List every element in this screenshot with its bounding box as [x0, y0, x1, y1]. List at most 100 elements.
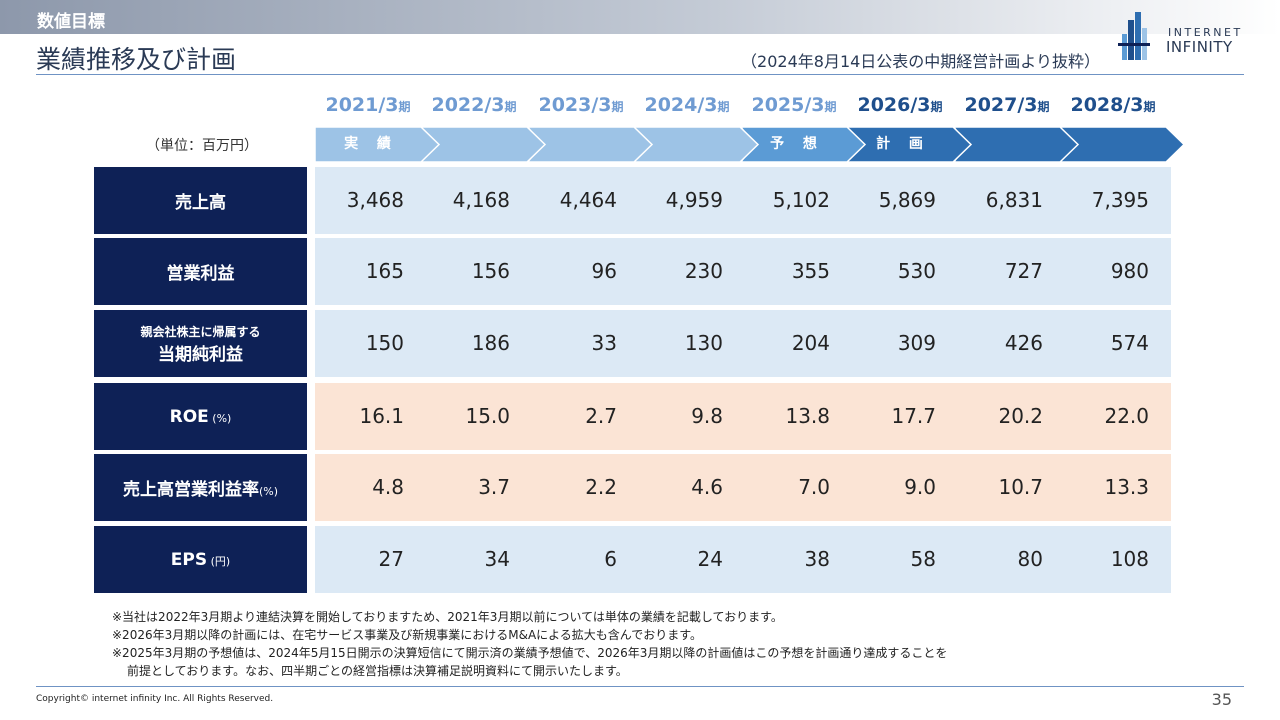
logo-text-internet: INTERNET: [1168, 26, 1243, 39]
row-header: EPS (円): [94, 526, 307, 593]
fiscal-year-text: 2021/3: [325, 94, 399, 116]
table-cell: 204: [791, 331, 830, 355]
row-header-line: 売上高: [175, 188, 226, 213]
table-cell: 22.0: [1104, 404, 1149, 428]
row-header-text: EPS: [170, 549, 208, 570]
fiscal-year-text: 2022/3: [431, 94, 505, 116]
fiscal-year-text: 2023/3: [538, 94, 612, 116]
fiscal-year-suffix: 期: [824, 100, 837, 114]
table-cell: 426: [1004, 331, 1043, 355]
period-arrow-label: 計 画: [876, 136, 930, 152]
row-header-line: 売上高営業利益率(%): [123, 475, 278, 500]
logo-bars-icon: [1118, 12, 1150, 60]
table-cell: 13.3: [1104, 475, 1149, 499]
table-cell: 13.8: [785, 404, 830, 428]
table-cell: 727: [1004, 259, 1043, 283]
logo-text-infinity: INFINITY: [1166, 38, 1233, 56]
table-cell: 4.6: [691, 475, 723, 499]
copyright: Copyright© internet infinity Inc. All Ri…: [36, 694, 274, 704]
row-header-unit: (%): [258, 485, 279, 498]
period-arrow: 計 画: [847, 127, 973, 162]
fiscal-year-suffix: 期: [717, 100, 730, 114]
table-cell: 5,869: [878, 188, 936, 212]
fiscal-year-label: 2026/3期: [847, 94, 953, 116]
table-cell: 3.7: [478, 475, 510, 499]
table-row: [315, 526, 1171, 593]
fiscal-year-suffix: 期: [504, 100, 517, 114]
table-cell: 27: [378, 547, 404, 571]
unit-label: （単位：百万円）: [146, 138, 258, 154]
table-row: [315, 167, 1171, 234]
title-divider: [36, 74, 1244, 75]
row-header: 売上高営業利益率(%): [94, 454, 307, 521]
footer-divider: [36, 686, 1244, 687]
table-cell: 150: [365, 331, 404, 355]
row-header-unit: (円): [207, 554, 231, 568]
row-header-text: 当期純利益: [158, 344, 243, 365]
fiscal-year-suffix: 期: [1143, 100, 1156, 114]
table-cell: 38: [804, 547, 830, 571]
fiscal-year-text: 2025/3: [751, 94, 825, 116]
row-header-line: 営業利益: [167, 259, 235, 284]
table-cell: 2.2: [585, 475, 617, 499]
table-cell: 4.8: [372, 475, 404, 499]
table-cell: 9.0: [904, 475, 936, 499]
row-header-unit: (%): [208, 411, 232, 425]
footnote: ※2025年3月期の予想値は、2024年5月15日開示の決算短信にて開示済の業績…: [112, 646, 948, 660]
row-header-line: EPS (円): [171, 550, 230, 570]
fiscal-year-text: 2028/3: [1070, 94, 1144, 116]
row-header: 親会社株主に帰属する 当期純利益: [94, 310, 307, 377]
fiscal-year-label: 2027/3期: [954, 94, 1060, 116]
fiscal-year-suffix: 期: [398, 100, 411, 114]
row-header-line: ROE (%): [170, 407, 232, 427]
fiscal-year-suffix: 期: [1037, 100, 1050, 114]
period-arrow-label: 実 績: [344, 136, 398, 152]
row-header-text: 営業利益: [166, 264, 235, 284]
table-row: [315, 310, 1171, 377]
section-label: 数値目標: [37, 12, 105, 32]
fiscal-year-suffix: 期: [930, 100, 943, 114]
table-cell: 4,168: [452, 188, 510, 212]
table-cell: 355: [791, 259, 830, 283]
table-cell: 530: [897, 259, 936, 283]
table-row: [315, 454, 1171, 521]
table-cell: 17.7: [891, 404, 936, 428]
footnote: ※2026年3月期以降の計画には、在宅サービス事業及び新規事業におけるM&Aによ…: [112, 628, 702, 642]
table-cell: 6,831: [985, 188, 1043, 212]
table-cell: 186: [471, 331, 510, 355]
fiscal-year-label: 2028/3期: [1060, 94, 1166, 116]
table-cell: 5,102: [772, 188, 830, 212]
table-cell: 80: [1017, 547, 1043, 571]
table-cell: 34: [484, 547, 510, 571]
table-cell: 309: [897, 331, 936, 355]
header-band: [0, 0, 1280, 34]
footnotes: ※当社は2022年3月期より連結決算を開始しておりますため、2021年3月期以前…: [112, 608, 947, 680]
table-cell: 96: [591, 259, 617, 283]
fiscal-year-text: 2026/3: [857, 94, 931, 116]
fiscal-year-suffix: 期: [611, 100, 624, 114]
row-header-line: 当期純利益: [158, 340, 243, 365]
company-logo: INTERNET INFINITY: [1118, 12, 1244, 60]
table-cell: 574: [1110, 331, 1149, 355]
row-header: ROE (%): [94, 383, 307, 450]
fiscal-year-label: 2024/3期: [634, 94, 740, 116]
chevron-arrow-icon: [315, 127, 441, 162]
table-cell: 7,395: [1091, 188, 1149, 212]
table-cell: 20.2: [998, 404, 1043, 428]
row-header-text: 売上高: [175, 193, 226, 213]
table-cell: 33: [591, 331, 617, 355]
table-cell: 2.7: [585, 404, 617, 428]
fiscal-year-text: 2027/3: [964, 94, 1038, 116]
table-cell: 156: [471, 259, 510, 283]
table-cell: 9.8: [691, 404, 723, 428]
fiscal-year-label: 2022/3期: [421, 94, 527, 116]
table-cell: 7.0: [798, 475, 830, 499]
table-cell: 108: [1110, 547, 1149, 571]
table-row: [315, 383, 1171, 450]
table-cell: 10.7: [998, 475, 1043, 499]
table-cell: 24: [697, 547, 723, 571]
table-cell: 130: [684, 331, 723, 355]
footnote: 前提としております。なお、四半期ごとの経営指標は決算補足説明資料にて開示いたしま…: [127, 664, 628, 678]
page-subtitle: （2024年8月14日公表の中期経営計画より抜粋）: [741, 52, 1100, 71]
table-cell: 6: [604, 547, 617, 571]
